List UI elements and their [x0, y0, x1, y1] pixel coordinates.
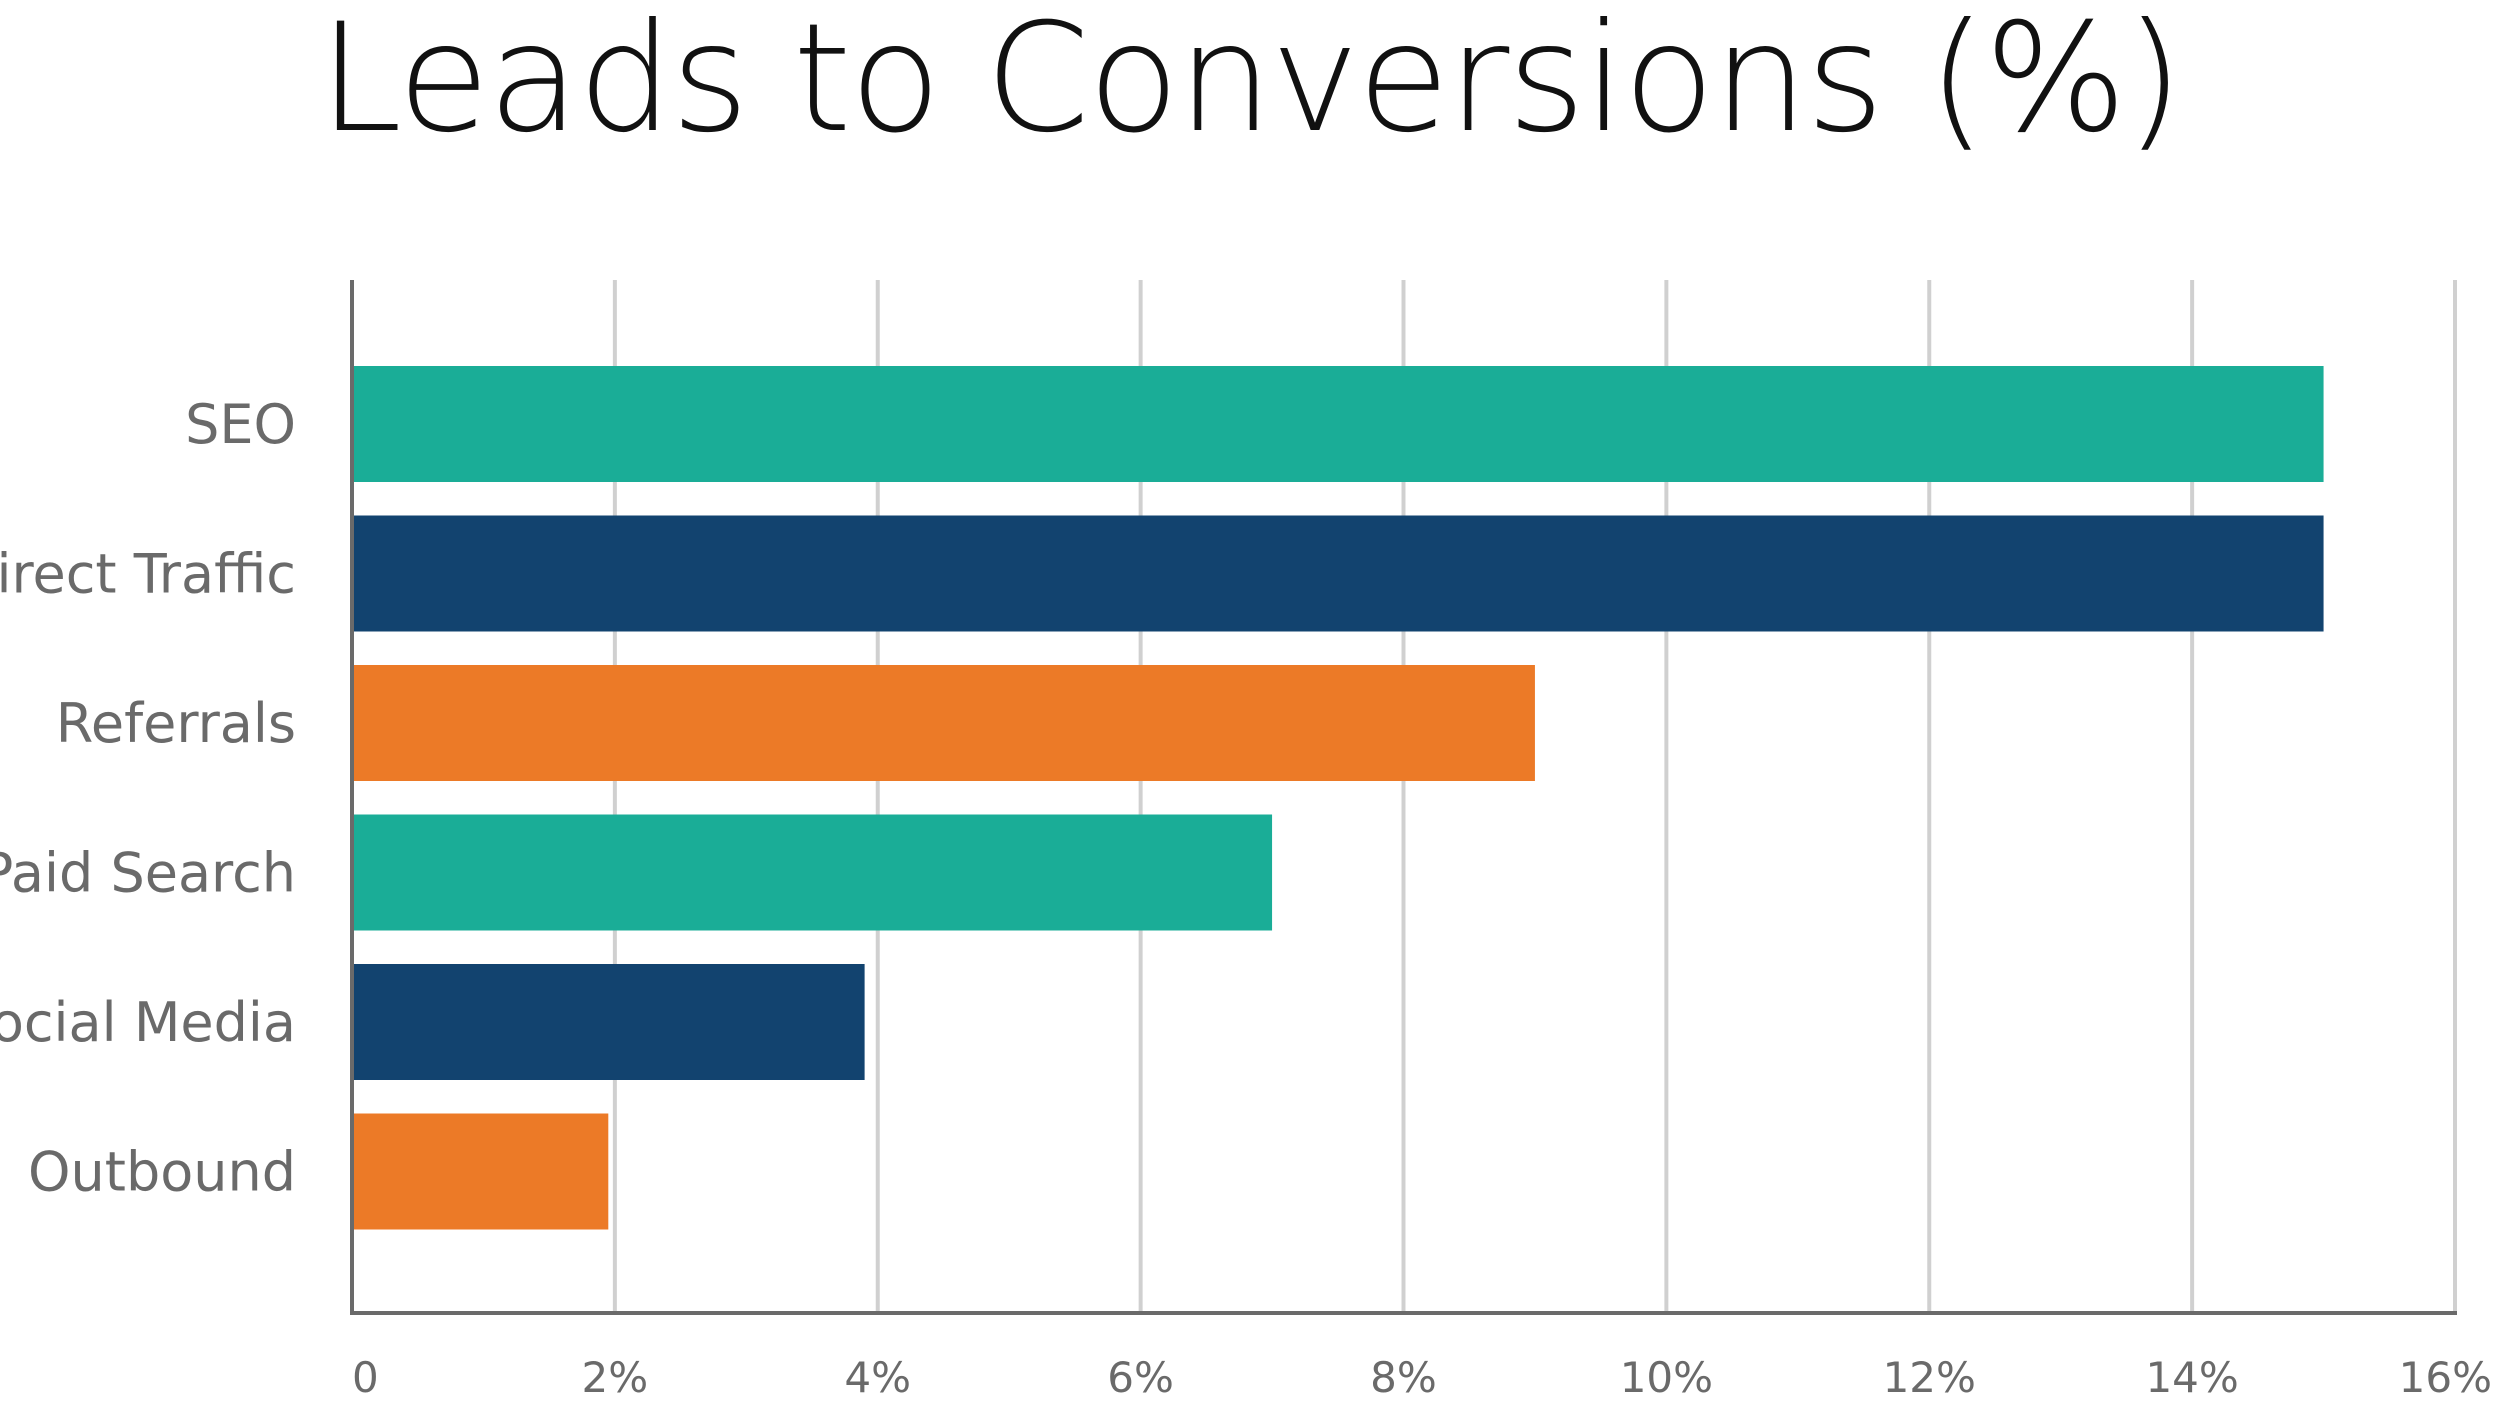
x-tick-label-3: 6%: [1107, 1353, 1174, 1402]
bar-seo: [352, 366, 2324, 482]
category-label-paid-search: Paid Search: [0, 842, 296, 905]
category-labels: SEO Direct Traffic Referrals Paid Search Soc…: [0, 393, 296, 1204]
bar-referrals: [352, 665, 1535, 781]
chart-title: Leads to Conversions (%): [318, 0, 2184, 166]
x-tick-label-0: 0: [352, 1353, 379, 1402]
tick-labels: 0 2% 4% 6% 8% 10% 12% 14% 16%: [352, 1353, 2492, 1402]
category-label-seo: SEO: [185, 393, 296, 456]
bar-outbound: [352, 1113, 609, 1230]
bars: [352, 366, 2324, 1230]
bar-direct-traffic: [352, 515, 2324, 632]
x-tick-label-1: 2%: [582, 1353, 649, 1402]
x-tick-label-8: 16%: [2399, 1353, 2492, 1402]
category-label-social-media: Social Media: [0, 991, 296, 1054]
bar-social-media: [352, 964, 865, 1080]
category-label-direct-traffic: Direct Traffic: [0, 543, 296, 606]
category-label-referrals: Referrals: [56, 692, 296, 755]
x-tick-label-5: 10%: [1620, 1353, 1713, 1402]
x-tick-label-7: 14%: [2145, 1353, 2238, 1402]
bar-paid-search: [352, 814, 1273, 931]
category-label-outbound: Outbound: [28, 1141, 296, 1204]
x-tick-label-2: 4%: [844, 1353, 911, 1402]
axes: [350, 280, 2457, 1315]
x-tick-label-4: 8%: [1370, 1353, 1437, 1402]
x-tick-label-6: 12%: [1883, 1353, 1976, 1402]
